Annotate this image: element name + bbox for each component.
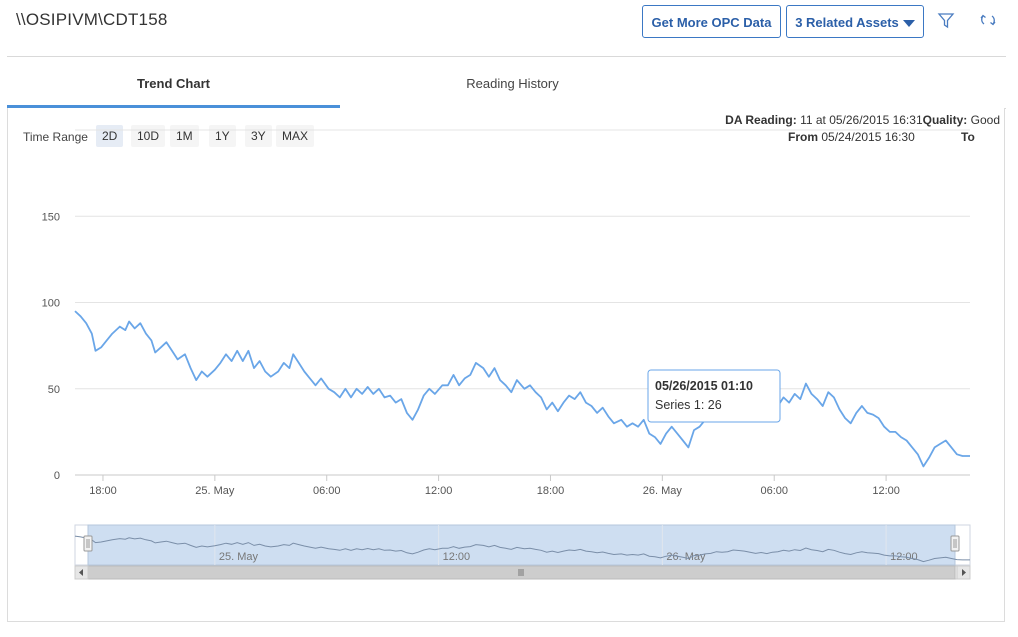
da-reading-info: DA Reading: 11 at 05/26/2015 16:31Qualit…	[725, 113, 1000, 127]
related-assets-button[interactable]: 3 Related Assets	[786, 5, 924, 38]
get-more-opc-data-button[interactable]: Get More OPC Data	[642, 5, 781, 38]
da-reading-label: DA Reading:	[725, 113, 797, 127]
range-10d-button[interactable]: 10D	[131, 125, 166, 147]
header-divider	[7, 56, 1006, 57]
tab-trend-chart[interactable]: Trend Chart	[137, 76, 210, 91]
da-reading-value: 11 at 05/26/2015 16:31	[800, 113, 923, 127]
quality-value: Good	[970, 113, 1000, 127]
related-assets-label: 3 Related Assets	[795, 15, 899, 30]
quality-label: Quality:	[922, 113, 968, 127]
time-range-label: Time Range	[23, 130, 88, 144]
range-3y-button[interactable]: 3Y	[245, 125, 272, 147]
active-tab-indicator	[7, 105, 340, 108]
chevron-down-icon	[902, 20, 915, 28]
filter-icon[interactable]	[936, 10, 956, 30]
from-value: 05/24/2015 16:30	[821, 130, 915, 144]
range-max-button[interactable]: MAX	[276, 125, 315, 147]
refresh-icon[interactable]	[978, 10, 998, 30]
range-1m-button[interactable]: 1M	[170, 125, 199, 147]
range-2d-button[interactable]: 2D	[96, 125, 124, 147]
range-1y-button[interactable]: 1Y	[209, 125, 236, 147]
asset-title: \\OSIPIVM\CDT158	[16, 10, 168, 29]
from-range-info: From 05/24/2015 16:30	[788, 130, 915, 144]
chart-panel	[7, 108, 1005, 622]
to-label: To	[961, 130, 975, 144]
tab-reading-history[interactable]: Reading History	[466, 76, 559, 91]
from-label: From	[788, 130, 818, 144]
